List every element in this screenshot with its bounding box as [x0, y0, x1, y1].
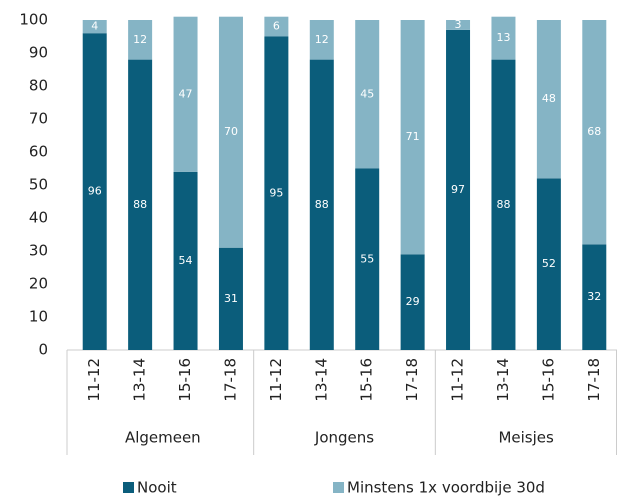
value-label: 12 — [315, 33, 329, 46]
y-tick-label: 80 — [29, 77, 48, 95]
value-label: 55 — [360, 252, 374, 265]
bar-segment — [173, 171, 198, 350]
y-tick-label: 10 — [29, 308, 48, 326]
bar-segment — [128, 59, 153, 350]
value-label: 70 — [224, 125, 238, 138]
value-label: 4 — [91, 20, 98, 33]
group-label: Jongens — [314, 429, 374, 447]
group-label: Algemeen — [125, 429, 201, 447]
value-label: 54 — [179, 254, 193, 267]
bar-segment — [582, 20, 607, 245]
y-tick-label: 60 — [29, 143, 48, 161]
x-tick-label: 13-14 — [131, 358, 149, 402]
group-label: Meisjes — [498, 429, 554, 447]
bar-segment — [446, 20, 471, 30]
value-label: 31 — [224, 292, 238, 305]
x-tick-label: 17-18 — [403, 358, 421, 402]
bar-segment — [218, 247, 243, 350]
y-tick-label: 100 — [19, 11, 48, 29]
value-label: 96 — [88, 185, 102, 198]
legend-swatch — [333, 482, 344, 493]
value-label: 12 — [133, 33, 147, 46]
bar-segment — [491, 16, 516, 60]
legend-swatch — [123, 482, 134, 493]
value-label: 71 — [406, 130, 420, 143]
value-label: 45 — [360, 87, 374, 100]
value-label: 32 — [587, 290, 601, 303]
bar-segment — [355, 20, 380, 169]
bar-segment — [400, 254, 425, 350]
value-label: 88 — [133, 198, 147, 211]
bar-segment — [173, 16, 198, 172]
value-label: 6 — [273, 20, 280, 33]
y-tick-label: 20 — [29, 275, 48, 293]
bar-segment — [309, 20, 334, 60]
value-label: 3 — [455, 18, 462, 31]
bar-segment — [309, 59, 334, 350]
bar-segment — [82, 33, 107, 350]
x-tick-label: 15-16 — [539, 358, 557, 402]
value-label: 95 — [269, 186, 283, 199]
value-label: 47 — [179, 87, 193, 100]
y-tick-label: 40 — [29, 209, 48, 227]
value-label: 13 — [496, 31, 510, 44]
bar-segment — [264, 36, 289, 350]
y-tick-label: 30 — [29, 242, 48, 260]
value-label: 68 — [587, 125, 601, 138]
x-tick-label: 13-14 — [312, 358, 330, 402]
bar-segment — [536, 178, 561, 350]
legend-label: Minstens 1x voordbije 30d — [347, 479, 545, 496]
value-label: 88 — [315, 198, 329, 211]
bar-segment — [491, 59, 516, 350]
bar-segment — [82, 20, 107, 34]
bar-segment — [218, 16, 243, 248]
y-tick-label: 0 — [38, 341, 48, 359]
value-label: 97 — [451, 183, 465, 196]
bar-segment — [536, 20, 561, 179]
x-tick-label: 17-18 — [585, 358, 603, 402]
bar-segment — [400, 20, 425, 255]
x-tick-label: 15-16 — [358, 358, 376, 402]
x-tick-label: 17-18 — [221, 358, 239, 402]
y-tick-label: 90 — [29, 44, 48, 62]
bar-segment — [446, 29, 471, 351]
x-tick-label: 13-14 — [494, 358, 512, 402]
value-label: 52 — [542, 257, 556, 270]
value-label: 29 — [406, 295, 420, 308]
legend-label: Nooit — [137, 479, 177, 496]
x-tick-label: 11-12 — [267, 358, 285, 402]
bar-segment — [128, 20, 153, 60]
bar-segment — [582, 244, 607, 350]
y-tick-label: 50 — [29, 176, 48, 194]
x-tick-label: 11-12 — [85, 358, 103, 402]
bar-segment — [264, 16, 289, 37]
bar-segment — [355, 168, 380, 350]
x-tick-label: 15-16 — [176, 358, 194, 402]
value-label: 48 — [542, 92, 556, 105]
y-tick-label: 70 — [29, 110, 48, 128]
value-label: 88 — [496, 198, 510, 211]
x-tick-label: 11-12 — [449, 358, 467, 402]
